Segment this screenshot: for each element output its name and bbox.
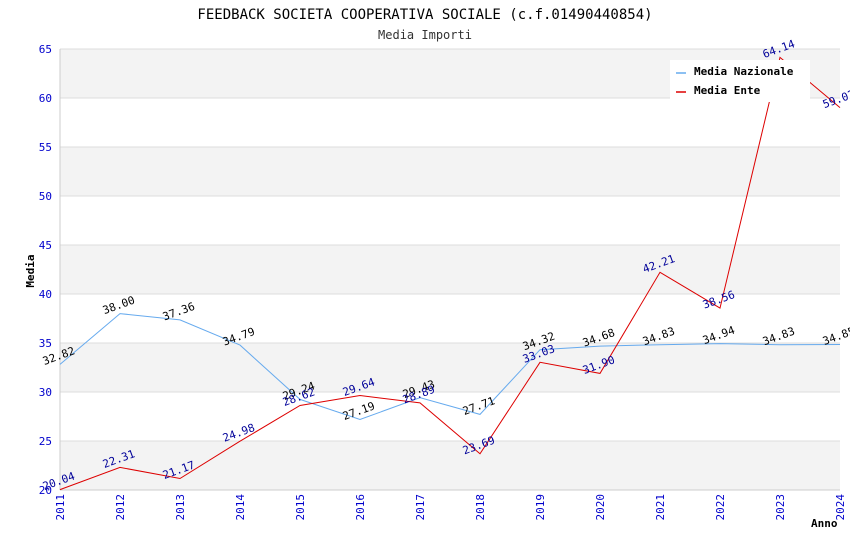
- axes: [59, 49, 840, 491]
- data-label-media-nazionale: 38.00: [101, 294, 137, 318]
- y-tick-label: 25: [39, 435, 52, 448]
- grid-lines: [60, 48, 840, 491]
- legend-label-media-ente: Media Ente: [694, 84, 761, 97]
- x-tick-label: 2012: [114, 494, 127, 521]
- legend: Media Nazionale Media Ente: [670, 60, 810, 102]
- y-tick-label: 35: [39, 337, 52, 350]
- grid-band: [60, 245, 840, 294]
- grid-bands: [60, 49, 840, 490]
- series-line-media-ente: [59, 56, 841, 491]
- x-tick-label: 2013: [174, 494, 187, 521]
- legend-label-media-nazionale: Media Nazionale: [694, 65, 794, 78]
- grid-band: [60, 147, 840, 196]
- grid-band: [60, 441, 840, 490]
- x-tick-label: 2024: [834, 494, 847, 521]
- x-tick-label: 2016: [354, 494, 367, 521]
- y-tick-label: 40: [39, 288, 52, 301]
- y-tick-label: 30: [39, 386, 52, 399]
- series-line-media-nazionale: [59, 313, 841, 421]
- chart-title: FEEDBACK SOCIETA COOPERATIVA SOCIALE (c.…: [197, 7, 652, 23]
- x-tick-label: 2018: [474, 494, 487, 521]
- x-tick-label: 2011: [54, 494, 67, 521]
- x-tick-label: 2015: [294, 494, 307, 521]
- x-tick-label: 2023: [774, 494, 787, 521]
- x-axis-label: Anno: [811, 517, 838, 530]
- y-axis-label: Media: [24, 254, 37, 287]
- y-tick-label: 20: [39, 484, 52, 497]
- y-tick-label: 45: [39, 239, 52, 252]
- y-tick-label: 60: [39, 92, 52, 105]
- series-lines: [59, 56, 841, 491]
- y-tick-label: 55: [39, 141, 52, 154]
- chart-subtitle: Media Importi: [378, 28, 472, 42]
- x-tick-label: 2020: [594, 494, 607, 521]
- legend-box: [670, 60, 810, 102]
- x-tick-label: 2022: [714, 494, 727, 521]
- y-tick-labels: 20 25 30 35 40 45 50 55 60 65: [39, 43, 52, 497]
- x-tick-label: 2021: [654, 494, 667, 521]
- y-tick-label: 65: [39, 43, 52, 56]
- x-tick-labels: 2011 2012 2013 2014 2015 2016 2017 2018 2019 2020…: [54, 494, 847, 521]
- grid-band: [60, 343, 840, 392]
- x-tick-label: 2019: [534, 494, 547, 521]
- y-tick-label: 50: [39, 190, 52, 203]
- x-tick-label: 2017: [414, 494, 427, 521]
- x-tick-label: 2014: [234, 494, 247, 521]
